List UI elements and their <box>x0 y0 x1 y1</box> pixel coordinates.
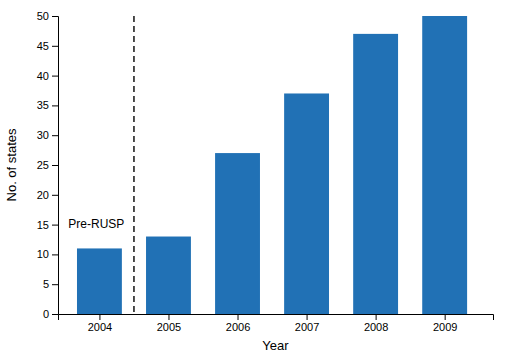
x-axis-title: Year <box>262 338 289 353</box>
tick: 2005 <box>157 314 181 333</box>
tick-mark <box>376 314 377 320</box>
tick-mark <box>52 165 58 166</box>
tick: 2006 <box>226 314 250 333</box>
bar <box>353 34 398 314</box>
y-axis: 0 5 10 15 20 25 30 35 40 45 50 <box>37 10 59 320</box>
tick: 15 <box>37 219 58 231</box>
x-axis: 2004 2005 2006 2007 2008 2009 <box>59 314 494 333</box>
tick-mark <box>52 46 58 47</box>
tick: 35 <box>37 99 58 111</box>
tick-label: 5 <box>43 278 49 290</box>
tick-label: 15 <box>37 219 49 231</box>
tick: 2009 <box>433 314 457 333</box>
axis-line <box>52 17 59 315</box>
tick-mark <box>52 135 58 136</box>
tick-label: 2008 <box>364 321 388 333</box>
tick-label: 2005 <box>157 321 181 333</box>
tick-label: 0 <box>43 308 49 320</box>
tick-label: 2004 <box>88 321 112 333</box>
tick: 2004 <box>88 314 112 333</box>
tick-mark <box>52 225 58 226</box>
tick-mark <box>52 76 58 77</box>
tick: 45 <box>37 40 58 52</box>
axis-line <box>59 315 494 321</box>
y-axis-title: No. of states <box>4 128 19 201</box>
tick-label: 20 <box>37 189 49 201</box>
tick: 25 <box>37 159 58 171</box>
tick: 2008 <box>364 314 388 333</box>
tick: 40 <box>37 70 58 82</box>
tick-label: 2006 <box>226 321 250 333</box>
bar <box>215 153 260 314</box>
tick-mark <box>52 314 58 315</box>
chart: 2004 2005 2006 2007 2008 2009 0 5 10 15 20 25 30 35 40… <box>0 0 509 360</box>
tick-label: 40 <box>37 70 49 82</box>
tick-mark <box>445 314 446 320</box>
tick: 2007 <box>295 314 319 333</box>
tick-mark <box>52 195 58 196</box>
tick: 20 <box>37 189 58 201</box>
tick-mark <box>52 105 58 106</box>
tick: 0 <box>43 308 58 320</box>
tick-mark <box>52 284 58 285</box>
tick-mark <box>52 254 58 255</box>
tick-label: 25 <box>37 159 49 171</box>
tick-mark <box>99 314 100 320</box>
reference-line <box>133 16 135 314</box>
bar <box>284 93 329 314</box>
annotation: Pre-RUSP <box>68 217 124 231</box>
bar <box>146 237 191 314</box>
tick-label: 50 <box>37 10 49 22</box>
tick-label: 10 <box>37 248 49 260</box>
tick-label: 30 <box>37 129 49 141</box>
tick-mark <box>168 314 169 320</box>
tick: 5 <box>43 278 58 290</box>
bar <box>422 16 467 314</box>
tick-mark <box>52 16 58 17</box>
tick-mark <box>307 314 308 320</box>
tick-label: 2009 <box>433 321 457 333</box>
tick-label: 2007 <box>295 321 319 333</box>
tick-label: 45 <box>37 40 49 52</box>
tick: 10 <box>37 248 58 260</box>
plot-area <box>77 16 467 314</box>
bar <box>77 248 122 314</box>
tick: 30 <box>37 129 58 141</box>
tick: 50 <box>37 10 58 22</box>
tick-mark <box>238 314 239 320</box>
tick-label: 35 <box>37 99 49 111</box>
